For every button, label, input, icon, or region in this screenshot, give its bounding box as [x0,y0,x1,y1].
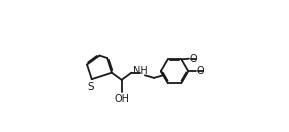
Text: OH: OH [114,94,129,104]
Text: S: S [88,82,95,92]
Text: O: O [189,54,197,64]
Text: O: O [196,66,204,76]
Text: NH: NH [133,66,147,76]
